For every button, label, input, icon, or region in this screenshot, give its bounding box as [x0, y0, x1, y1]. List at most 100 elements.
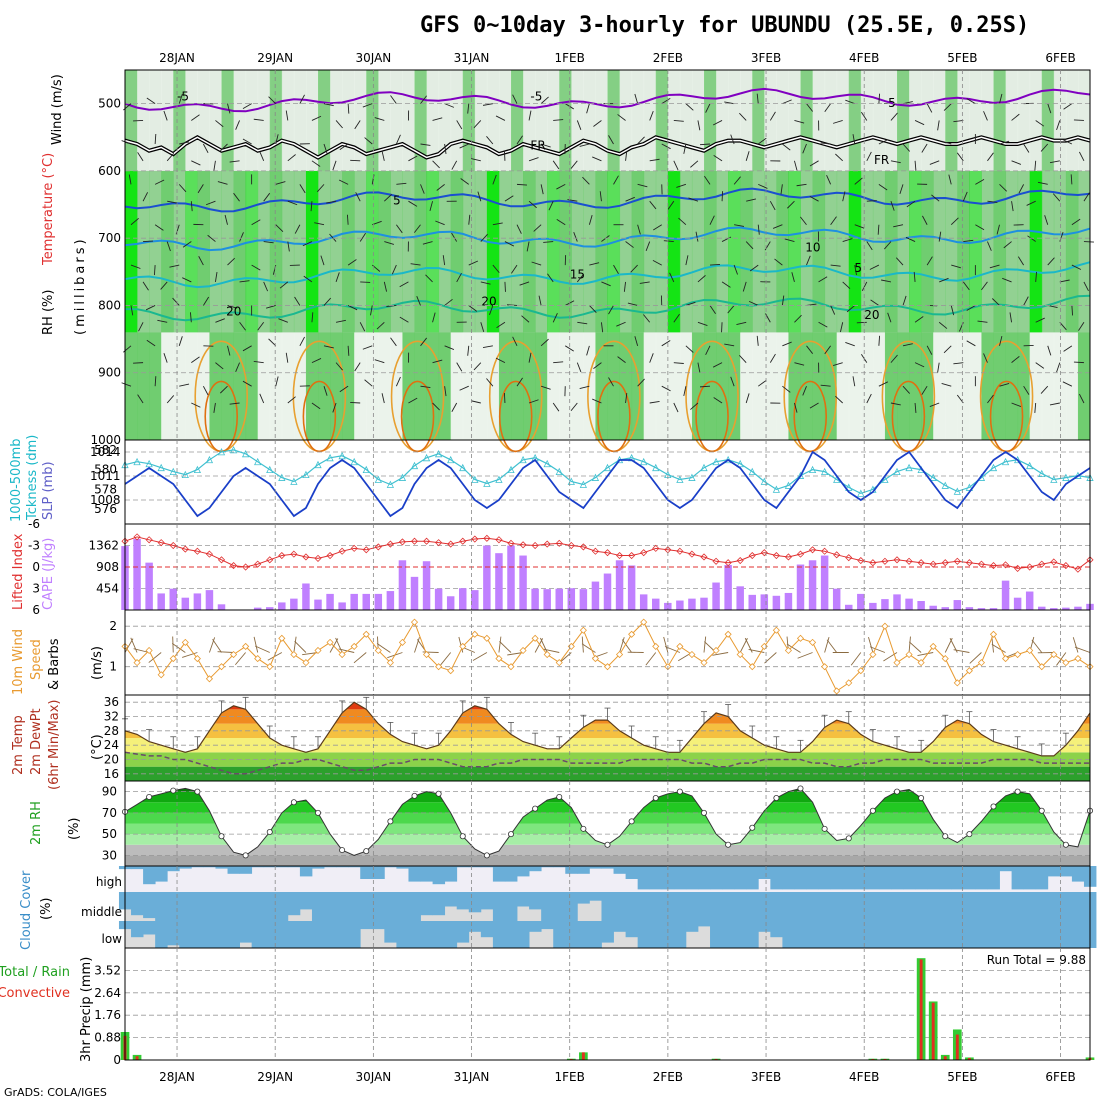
- li-marker: [531, 541, 539, 550]
- rh-marker: [266, 829, 273, 836]
- contour-label: 20: [226, 305, 241, 319]
- wind-barb: [503, 392, 506, 404]
- cloud-bar: [456, 892, 470, 910]
- cloud-bar: [251, 921, 265, 948]
- wind-marker: [133, 659, 141, 667]
- cape-bar: [543, 589, 551, 610]
- date-label-bottom: 1FEB: [555, 1070, 585, 1084]
- contour-label: 20: [481, 294, 496, 308]
- precip-tick: 3.52: [94, 963, 121, 977]
- wind-marker: [242, 642, 250, 650]
- wind-barb: [991, 298, 1000, 306]
- thickness-marker: [422, 453, 431, 462]
- thickness-marker: [712, 457, 720, 466]
- wind-barb: [235, 120, 240, 130]
- thickness-marker: [338, 451, 346, 460]
- wind-barb: [512, 94, 518, 104]
- wind-barb: [1063, 103, 1073, 110]
- wind-marker: [483, 634, 491, 642]
- wind-barb: [902, 295, 907, 306]
- wind-barb: [1035, 271, 1038, 282]
- wind-barb: [429, 201, 433, 211]
- cloud-bar: [637, 921, 651, 948]
- cloud-bar: [987, 892, 1000, 921]
- wind-barb-10m: [883, 652, 898, 662]
- wind-barb: [444, 143, 447, 154]
- rh-cell: [161, 332, 174, 440]
- wind-barb: [736, 321, 747, 325]
- wind-barb: [253, 118, 264, 121]
- cloud-bar: [1071, 866, 1085, 882]
- wind-barb: [613, 264, 619, 274]
- wind-barb: [977, 320, 988, 323]
- thickness-marker: [507, 465, 515, 474]
- thickness-marker: [579, 480, 588, 488]
- cloud-bar: [927, 866, 940, 890]
- li-marker: [447, 540, 455, 548]
- cape-bar: [205, 590, 214, 610]
- wind-barb: [745, 241, 754, 250]
- wind-barb: [989, 264, 1000, 269]
- cloud-bar: [890, 921, 904, 948]
- wind-barb: [902, 343, 913, 347]
- wind-barb: [769, 200, 776, 211]
- wind-barb: [685, 255, 689, 266]
- cloud-bar: [577, 866, 590, 874]
- rh-cell: [305, 170, 319, 333]
- wind-barb: [190, 201, 193, 212]
- cape-bar: [639, 594, 648, 610]
- wind-barb: [870, 299, 880, 306]
- wind-barb: [133, 362, 144, 364]
- wind-barb-10m: [267, 652, 283, 661]
- cloud-bar: [492, 921, 506, 948]
- li-marker: [1001, 561, 1010, 569]
- cloud-bar: [915, 921, 928, 948]
- rh-cell: [860, 70, 874, 171]
- wind-barb: [704, 175, 711, 185]
- wind-barb: [697, 275, 706, 283]
- cape-bar: [1062, 607, 1070, 610]
- wind-barb-10m: [797, 652, 813, 659]
- wind-barb: [905, 236, 916, 242]
- wind-barb: [347, 305, 358, 311]
- wind-barb: [420, 95, 428, 104]
- thickness-marker: [953, 487, 961, 495]
- wind-barb: [473, 362, 482, 371]
- thickness-marker: [205, 455, 214, 464]
- wind-barb: [639, 281, 650, 284]
- rh-cell: [354, 70, 367, 171]
- wind-barb: [962, 281, 970, 291]
- wind-barb: [166, 241, 171, 252]
- cloud-bar: [782, 866, 795, 890]
- rh-cell: [752, 70, 765, 171]
- temp-tick: 24: [104, 738, 119, 752]
- wind-barb: [1003, 241, 1012, 249]
- temp-contour: [124, 226, 1091, 252]
- wind-barb: [381, 393, 385, 404]
- cloud-bar: [722, 866, 735, 890]
- rh-cell: [1029, 170, 1043, 333]
- rh-cell: [824, 170, 838, 333]
- wind-barb: [533, 224, 542, 232]
- wind-barb: [444, 386, 447, 397]
- cape-tick: 908: [96, 560, 119, 574]
- rh-cell: [547, 170, 560, 333]
- wind-barb: [285, 352, 289, 363]
- rh-cell: [945, 70, 958, 171]
- cloud-bar: [263, 892, 277, 921]
- li-tick: 6: [32, 603, 40, 617]
- wind-barb: [163, 353, 168, 363]
- cloud-bar: [999, 866, 1012, 872]
- wind-barb: [130, 305, 134, 316]
- wind-barb: [724, 343, 735, 347]
- thickness-marker: [845, 483, 853, 491]
- cloud-bar: [480, 866, 494, 868]
- wind-barb: [705, 345, 711, 356]
- cape-bar: [881, 599, 889, 610]
- wind-barb: [820, 384, 831, 387]
- li-marker: [242, 563, 250, 571]
- wind-barb: [818, 321, 828, 328]
- wind-barb: [649, 400, 660, 404]
- wind-barb: [625, 196, 635, 202]
- wind-barb: [1073, 361, 1084, 364]
